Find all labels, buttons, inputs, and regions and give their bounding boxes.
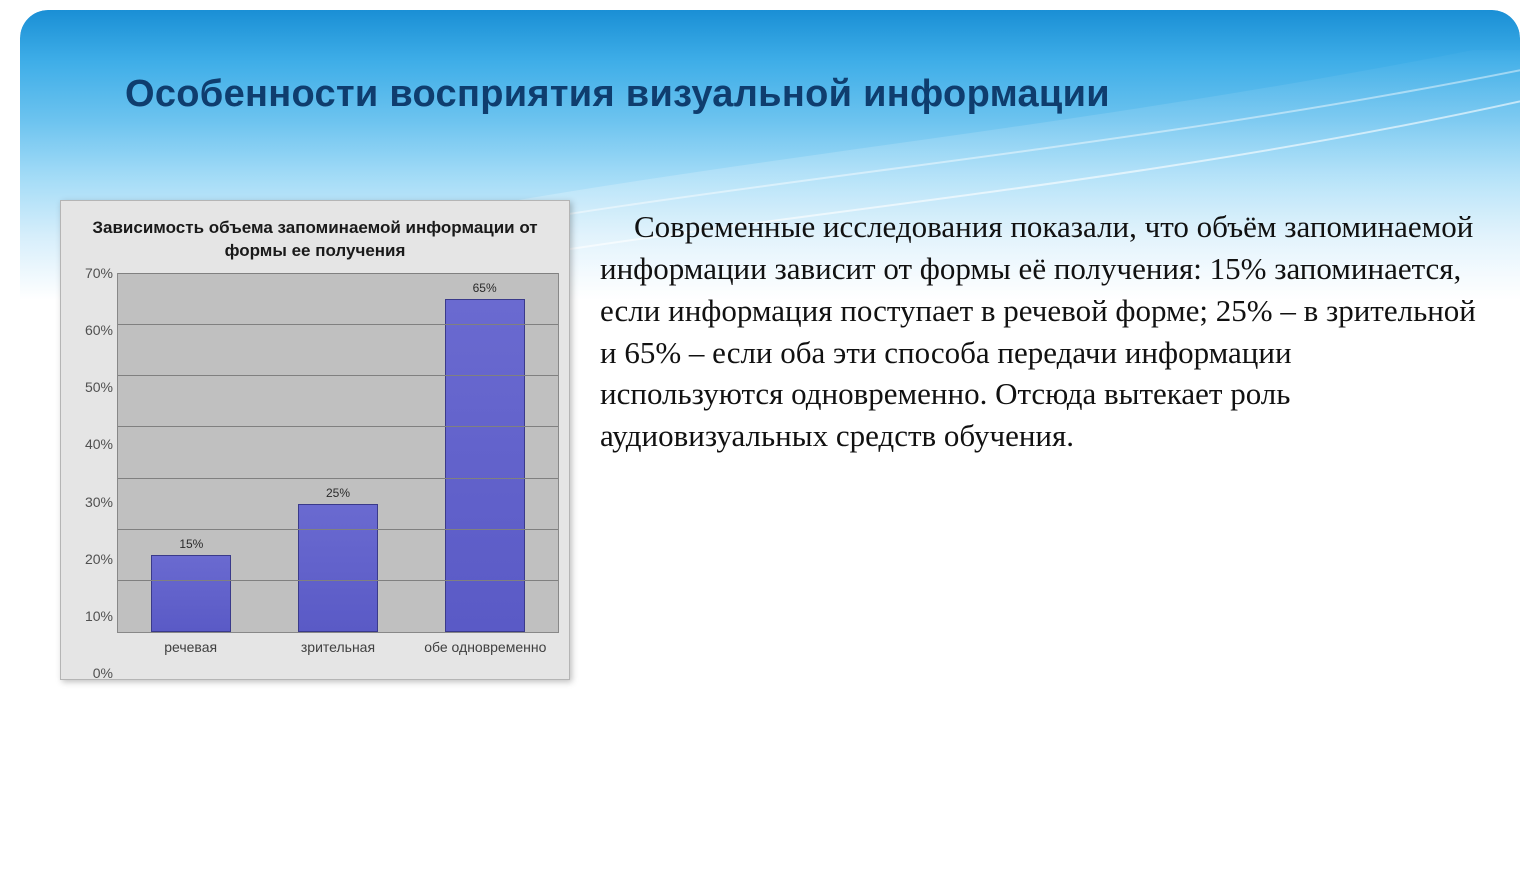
x-tick-label: обе одновременно [415, 639, 555, 655]
y-tick-label: 10% [85, 608, 113, 624]
gridline [118, 375, 558, 376]
bar-slot: 65% [415, 274, 555, 632]
x-tick-label: речевая [121, 639, 261, 655]
y-axis: 0%10%20%30%40%50%60%70% [71, 273, 117, 673]
y-tick-label: 20% [85, 551, 113, 567]
bars-container: 15% 25% 65% [118, 274, 558, 632]
y-tick-label: 30% [85, 494, 113, 510]
x-axis: речевая зрительная обе одновременно [117, 633, 559, 673]
chart-title: Зависимость объема запоминаемой информац… [71, 211, 559, 273]
slide-container: Особенности восприятия визуальной информ… [20, 10, 1520, 830]
y-tick-label: 0% [93, 665, 113, 681]
gridline [118, 324, 558, 325]
bar-value-label: 65% [473, 281, 497, 295]
chart-body: 0%10%20%30%40%50%60%70% 15%25%65% речева… [71, 273, 559, 673]
plot-area: 15% 25% 65% [117, 273, 559, 633]
plot-wrap: 15% 25% 65% речевая зрительная обе одновреме… [117, 273, 559, 673]
gridline [118, 529, 558, 530]
bar [298, 504, 378, 632]
slide-title: Особенности восприятия визуальной информ… [125, 73, 1460, 116]
bar-value-label: 15% [179, 537, 203, 551]
y-tick-label: 50% [85, 379, 113, 395]
gridline [118, 580, 558, 581]
chart-panel: Зависимость объема запоминаемой информац… [60, 200, 570, 680]
body-text: Современные исследования показали, что о… [600, 200, 1490, 800]
bar [151, 555, 231, 632]
bar [445, 299, 525, 632]
bar-value-label: 25% [326, 486, 350, 500]
gridline [118, 273, 558, 274]
x-tick-label: зрительная [268, 639, 408, 655]
y-tick-label: 60% [85, 322, 113, 338]
y-tick-label: 40% [85, 436, 113, 452]
gridline [118, 426, 558, 427]
gridline [118, 478, 558, 479]
content-row: Зависимость объема запоминаемой информац… [60, 200, 1490, 800]
bar-slot: 15% [121, 274, 261, 632]
y-tick-label: 70% [85, 265, 113, 281]
bar-slot: 25% [268, 274, 408, 632]
